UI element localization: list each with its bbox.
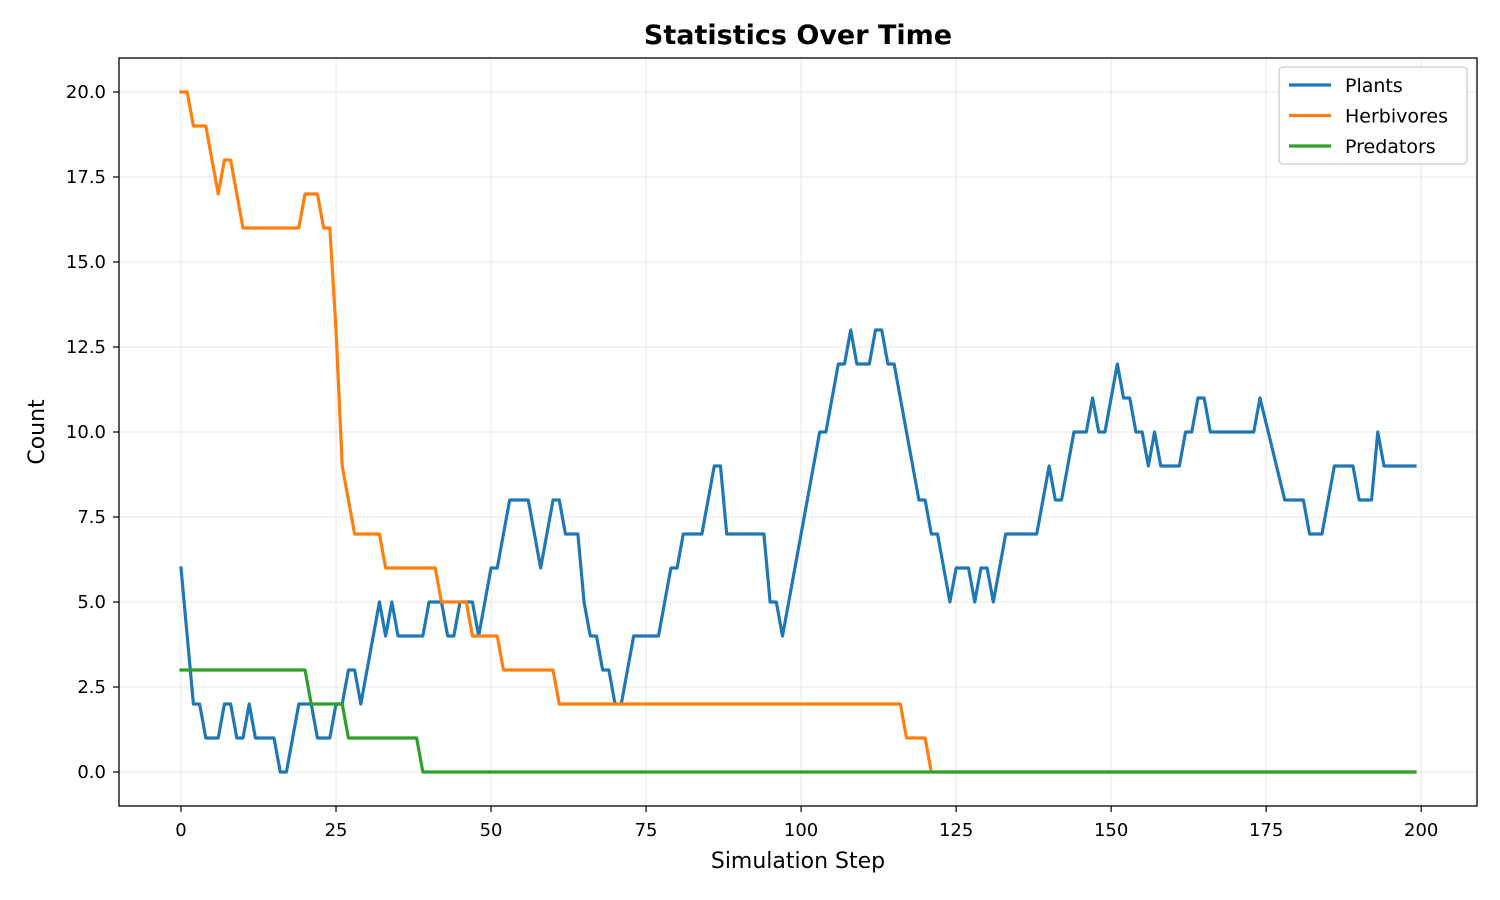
x-axis-label: Simulation Step	[711, 849, 885, 874]
axis-ticks: 0 25 50 75 100 125 150 175 200 0.0 2.5 5.0 7.5 10.0 12…	[66, 82, 1438, 841]
legend-label-herbivores: Herbivores	[1345, 106, 1448, 128]
series-line-herbivores	[179, 90, 1417, 774]
y-tick-label: 12.5	[66, 337, 106, 358]
x-tick-label: 75	[635, 820, 658, 841]
series-lines	[179, 90, 1417, 774]
chart-title: Statistics Over Time	[644, 20, 952, 51]
y-tick-label: 5.0	[77, 592, 106, 613]
x-tick-label: 125	[939, 820, 973, 841]
legend-label-predators: Predators	[1345, 136, 1436, 158]
x-tick-label: 50	[480, 820, 503, 841]
x-tick-label: 25	[325, 820, 348, 841]
y-tick-label: 17.5	[66, 167, 106, 188]
x-tick-label: 150	[1094, 820, 1128, 841]
y-tick-label: 15.0	[66, 252, 106, 273]
y-axis-label: Count	[25, 399, 50, 465]
x-tick-label: 100	[784, 820, 818, 841]
series-line-predators	[179, 668, 1417, 774]
legend-box	[1278, 66, 1468, 165]
y-tick-label: 10.0	[66, 422, 106, 443]
x-tick-label: 175	[1249, 820, 1283, 841]
y-tick-label: 20.0	[66, 82, 106, 103]
x-tick-label: 0	[175, 820, 186, 841]
series-line-plants	[179, 328, 1417, 774]
y-tick-label: 7.5	[77, 507, 106, 528]
x-tick-label: 200	[1404, 820, 1438, 841]
y-tick-label: 0.0	[77, 762, 106, 783]
y-tick-label: 2.5	[77, 677, 106, 698]
legend: Plants Herbivores Predators	[1278, 66, 1468, 165]
legend-label-plants: Plants	[1345, 75, 1403, 97]
